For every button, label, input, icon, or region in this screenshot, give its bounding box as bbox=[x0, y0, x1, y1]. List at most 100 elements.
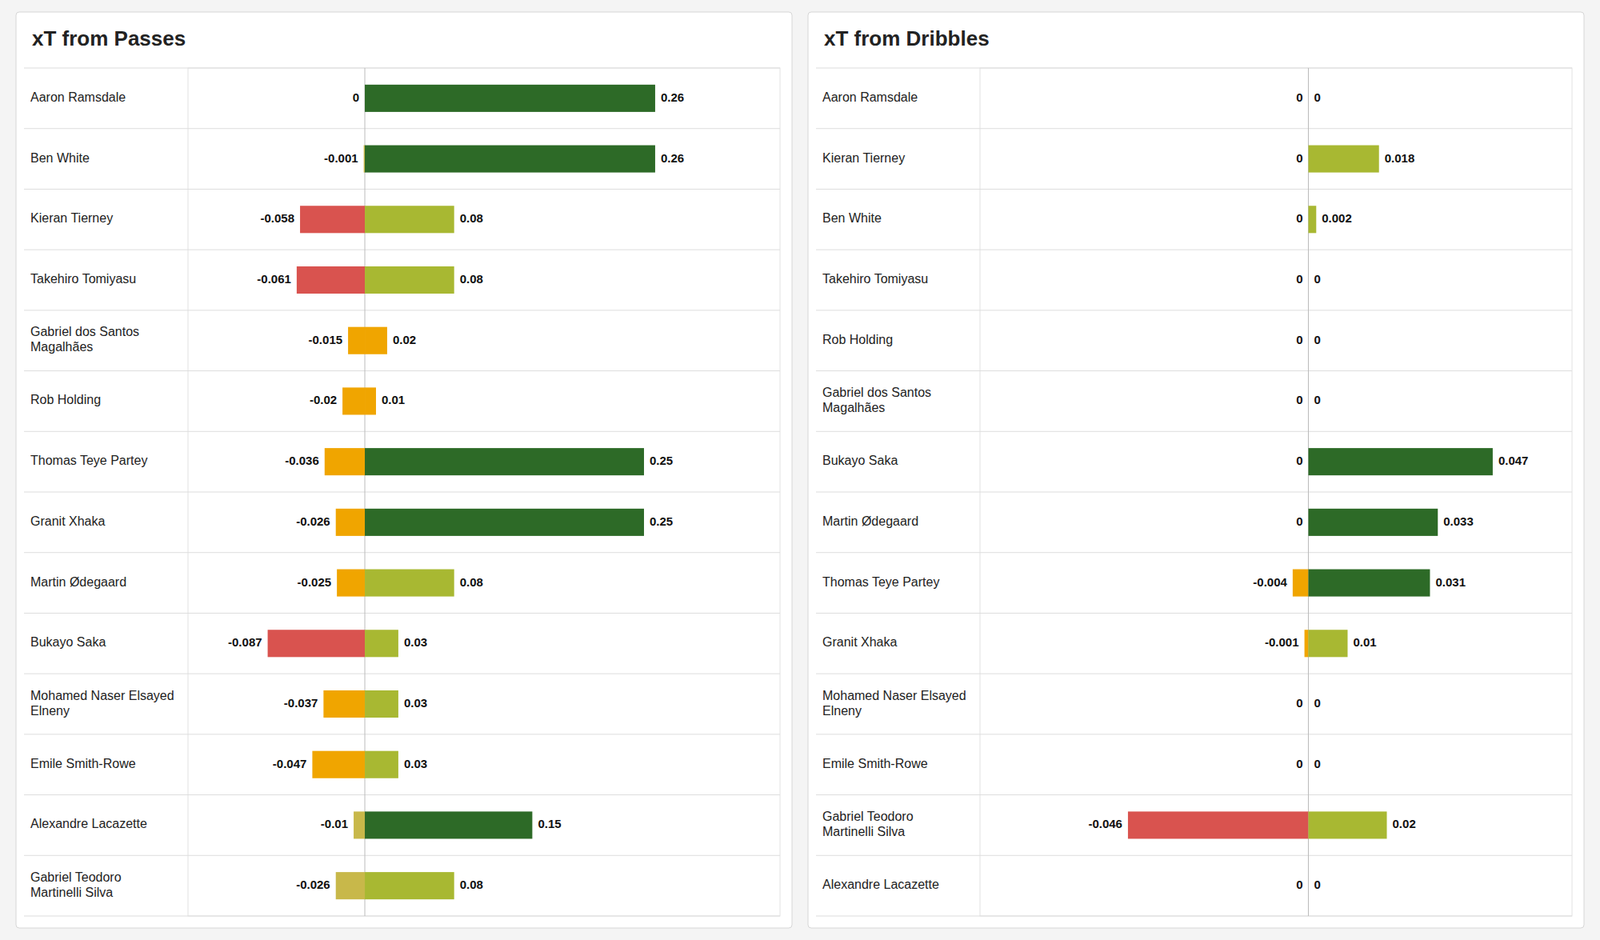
data-label: 0.02 bbox=[392, 332, 416, 347]
category-label: Ben White bbox=[822, 212, 882, 226]
data-label: 0 bbox=[1313, 272, 1320, 286]
labels: Aaron Ramsdale00.26Ben White-0.0010.26Ki… bbox=[30, 90, 684, 900]
category-label: Granit Xhaka bbox=[30, 514, 105, 528]
category-label: Thomas Teye Partey bbox=[30, 453, 148, 468]
bar bbox=[1308, 145, 1379, 173]
data-label: 0.26 bbox=[660, 151, 684, 165]
row-separator bbox=[816, 128, 1572, 129]
data-label: 0.03 bbox=[404, 756, 428, 771]
data-label: -0.047 bbox=[272, 756, 308, 771]
category-label: Alexandre Lacazette bbox=[822, 877, 940, 892]
bar bbox=[364, 387, 376, 415]
bar bbox=[300, 205, 365, 233]
bar bbox=[364, 266, 455, 294]
bar bbox=[336, 569, 365, 597]
bar bbox=[336, 872, 365, 900]
bar bbox=[364, 508, 644, 536]
bar bbox=[1128, 811, 1309, 839]
row-separator bbox=[816, 492, 1572, 493]
category-label: Emile Smith-Rowe bbox=[30, 756, 136, 771]
data-label: -0.001 bbox=[324, 151, 359, 165]
data-label: 0 bbox=[1296, 696, 1303, 710]
row-separator bbox=[24, 794, 780, 796]
bar bbox=[1308, 811, 1387, 839]
category-label: Ben White bbox=[30, 151, 90, 165]
panel-background bbox=[16, 12, 792, 928]
data-label: 0 bbox=[1296, 211, 1303, 225]
bar bbox=[1308, 327, 1309, 355]
row-separator bbox=[816, 68, 1572, 69]
bar bbox=[364, 84, 656, 112]
panel: xT from Passes Aaron Ramsdale 0 0.26 Ben Whi… bbox=[16, 12, 792, 928]
bars bbox=[1128, 145, 1493, 840]
data-label: 0 bbox=[1296, 756, 1303, 771]
data-label: 0.25 bbox=[649, 453, 673, 468]
data-label: 0 bbox=[1313, 756, 1320, 771]
category-label: Kieran Tierney bbox=[822, 151, 905, 165]
bar bbox=[364, 569, 455, 597]
data-label: -0.036 bbox=[284, 453, 320, 468]
category-label: Aaron Ramsdale bbox=[822, 90, 918, 104]
bar bbox=[1308, 327, 1309, 355]
data-label: 0.018 bbox=[1384, 151, 1416, 165]
category-label: Gabriel dos SantosMagalhães bbox=[822, 385, 932, 415]
bar bbox=[1308, 387, 1309, 415]
bar bbox=[364, 448, 644, 476]
row-separator bbox=[816, 612, 1572, 614]
data-label: 0 bbox=[1296, 272, 1303, 286]
bar bbox=[364, 872, 455, 900]
bar bbox=[1308, 84, 1309, 112]
bar bbox=[1308, 387, 1309, 415]
data-label: -0.004 bbox=[1252, 575, 1288, 589]
bar bbox=[1292, 569, 1309, 597]
data-label: -0.037 bbox=[284, 696, 319, 710]
data-label: 0.01 bbox=[381, 392, 405, 407]
row-separator bbox=[24, 612, 780, 614]
category-label: Bukayo Saka bbox=[822, 453, 898, 468]
category-label: Kieran Tierney bbox=[30, 212, 113, 226]
bar bbox=[348, 327, 365, 355]
data-label: 0 bbox=[1296, 392, 1303, 407]
row-separator bbox=[24, 673, 780, 675]
data-label: 0 bbox=[1313, 696, 1320, 710]
row-separator bbox=[24, 309, 780, 311]
bar bbox=[1308, 569, 1430, 597]
category-label: Rob Holding bbox=[30, 393, 101, 408]
row-separator bbox=[816, 794, 1572, 796]
data-label: -0.046 bbox=[1088, 816, 1123, 831]
data-label: -0.026 bbox=[296, 514, 331, 528]
bar bbox=[364, 327, 388, 355]
category-label: Aaron Ramsdale bbox=[30, 90, 126, 104]
bar bbox=[1308, 751, 1309, 779]
panel-background bbox=[808, 12, 1584, 928]
bar bbox=[342, 387, 365, 415]
row-separator bbox=[24, 733, 780, 735]
category-label: Martin Ødegaard bbox=[30, 575, 127, 589]
bar bbox=[364, 690, 399, 718]
category-label: Takehiro Tomiyasu bbox=[30, 272, 136, 286]
bar bbox=[296, 266, 365, 294]
data-label: 0.01 bbox=[1353, 635, 1377, 649]
bar bbox=[312, 751, 365, 779]
bar bbox=[1308, 690, 1309, 718]
row-separator bbox=[816, 249, 1572, 251]
bar bbox=[1308, 266, 1309, 294]
category-label: Gabriel TeodoroMartinelli Silva bbox=[30, 870, 122, 900]
row-separator bbox=[24, 916, 780, 917]
panel: xT from DribblesAaron Ramsdale00Kieran T… bbox=[808, 12, 1584, 928]
category-label: Takehiro Tomiyasu bbox=[822, 272, 928, 286]
data-label: 0 bbox=[1296, 90, 1303, 104]
bar bbox=[1308, 508, 1438, 536]
row-separator bbox=[816, 188, 1572, 190]
data-label: 0 bbox=[352, 90, 360, 104]
chart-title: xT from Passes bbox=[32, 26, 186, 51]
data-label: 0.002 bbox=[1321, 211, 1352, 225]
data-label: -0.087 bbox=[228, 635, 263, 649]
data-label: 0.031 bbox=[1435, 575, 1466, 589]
data-label: 0.02 bbox=[1392, 816, 1416, 831]
row-separator bbox=[24, 431, 780, 432]
category-label: Emile Smith-Rowe bbox=[822, 756, 928, 771]
bar bbox=[364, 145, 365, 173]
bar bbox=[1308, 872, 1309, 900]
row-separator bbox=[816, 370, 1572, 372]
